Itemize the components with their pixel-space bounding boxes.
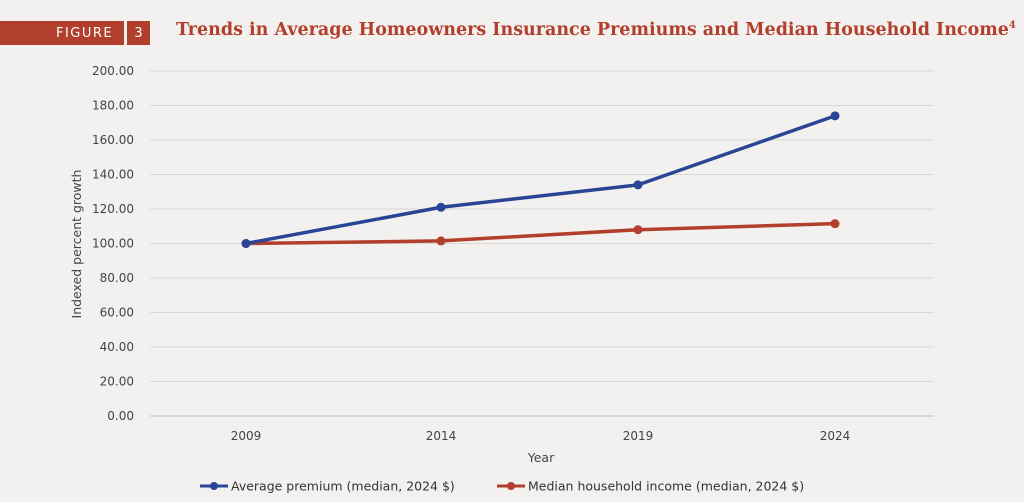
x-tick-label: 2019 xyxy=(623,429,654,443)
y-tick-label: 200.00 xyxy=(92,64,134,78)
y-axis-label: Indexed percent growth xyxy=(69,170,84,319)
data-point-0-1 xyxy=(436,202,446,212)
x-tick-label: 2009 xyxy=(231,429,262,443)
x-axis-label: Year xyxy=(527,450,555,465)
y-tick-label: 180.00 xyxy=(92,99,134,113)
y-tick-label: 0.00 xyxy=(107,409,134,423)
data-point-0-0 xyxy=(241,239,251,248)
data-point-0-2 xyxy=(633,180,643,190)
legend-label: Average premium (median, 2024 $) xyxy=(231,479,455,494)
y-tick-label: 40.00 xyxy=(100,340,134,354)
legend-swatch-marker xyxy=(507,482,515,490)
y-tick-label: 60.00 xyxy=(100,306,134,320)
series-line-1 xyxy=(244,221,837,246)
x-tick-label: 2024 xyxy=(820,429,851,443)
figure-label: FIGURE xyxy=(0,21,124,45)
data-point-1-2 xyxy=(633,225,643,235)
x-tick-label: 2014 xyxy=(426,429,457,443)
legend-label: Median household income (median, 2024 $) xyxy=(528,479,804,494)
y-tick-label: 120.00 xyxy=(92,202,134,216)
figure-number: 3 xyxy=(127,21,150,45)
y-axis-ticks: 0.00 20.00 40.00 60.00 80.00 100.00 120.00 140.… xyxy=(92,64,134,423)
y-tick-label: 100.00 xyxy=(92,237,134,251)
y-tick-label: 140.00 xyxy=(92,168,134,182)
chart-title-text: Trends in Average Homeowners Insurance P… xyxy=(176,20,1009,40)
data-point-0-3 xyxy=(830,111,840,121)
x-axis-ticks: 2009 2014 2019 2024 xyxy=(231,429,851,443)
figure-tag: FIGURE 3 xyxy=(0,21,150,45)
series-line-0 xyxy=(244,114,837,246)
data-point-1-3 xyxy=(830,219,840,229)
data-point-1-1 xyxy=(436,236,446,246)
legend-swatch-marker xyxy=(210,482,218,490)
y-tick-label: 20.00 xyxy=(100,375,134,389)
series-lines xyxy=(241,111,840,248)
legend: Average premium (median, 2024 $) Median h… xyxy=(200,479,804,494)
y-tick-label: 80.00 xyxy=(100,271,134,285)
figure-tag-divider xyxy=(124,21,127,45)
gridlines xyxy=(150,70,934,417)
chart-title: Trends in Average Homeowners Insurance P… xyxy=(176,20,1016,40)
y-tick-label: 160.00 xyxy=(92,133,134,147)
chart-title-footnote: 4 xyxy=(1008,20,1016,32)
